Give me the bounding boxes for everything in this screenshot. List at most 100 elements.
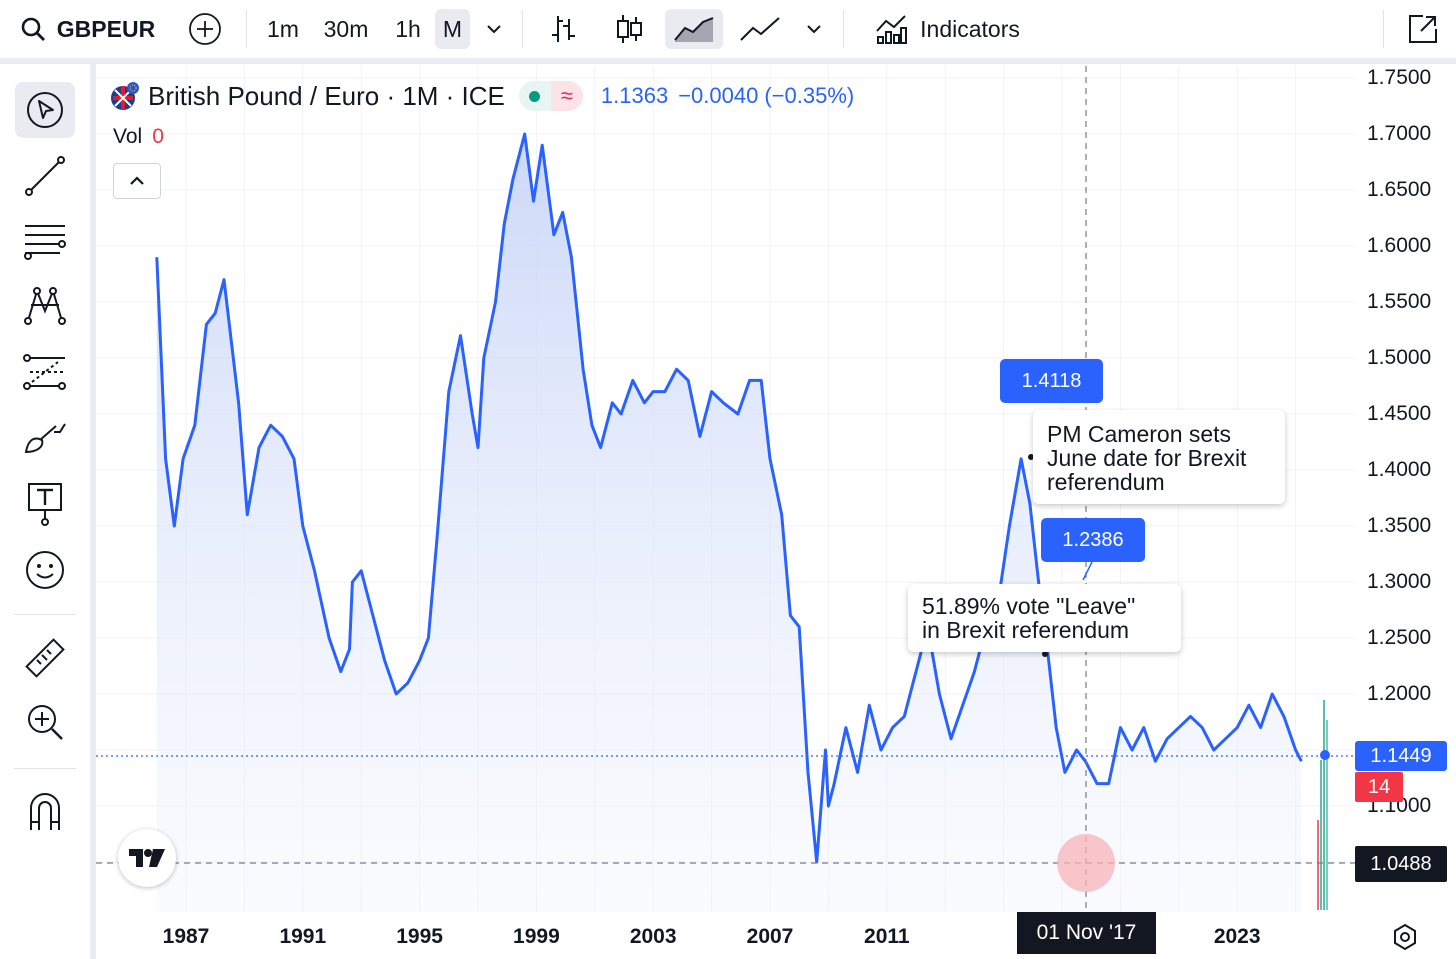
price-axis-label: 1.4500: [1367, 402, 1432, 425]
annotation-price-bubble-1[interactable]: 1.4118: [1000, 359, 1103, 403]
annotation-note-2-line: 51.89% vote "Leave": [922, 593, 1136, 619]
indicators-icon: [876, 15, 908, 44]
pattern-tool[interactable]: [15, 278, 75, 334]
fullscreen-button[interactable]: [1400, 0, 1446, 58]
time-axis-label: 1995: [396, 925, 443, 948]
interval-30m[interactable]: 30m: [323, 15, 369, 42]
bars-chart-button[interactable]: [540, 0, 586, 58]
time-axis-label: 1991: [279, 925, 327, 948]
cursor-tool[interactable]: [15, 82, 75, 138]
price-axis-label: 1.3500: [1367, 514, 1432, 537]
countdown-tag: 14: [1355, 772, 1403, 802]
line-chart-button[interactable]: [736, 0, 784, 58]
fib-tool[interactable]: [15, 214, 75, 270]
candles-icon: [617, 15, 642, 43]
trend-line-tool[interactable]: [15, 148, 75, 204]
annotation-note-2-line: in Brexit referendum: [922, 617, 1130, 643]
delayed-data-icon: ≈: [550, 81, 583, 111]
symbol-search[interactable]: GBPEUR: [12, 0, 162, 58]
last-price-dot: [1320, 750, 1330, 760]
legend-change: −0.0040: [678, 83, 759, 108]
toolbar-separator: [843, 10, 844, 48]
area-chart-button[interactable]: [665, 9, 723, 49]
chart-type-dropdown[interactable]: [798, 0, 830, 58]
annotation-note-2[interactable]: 51.89% vote "Leave" in Brexit referendum: [908, 584, 1181, 652]
zoom-in-icon: [28, 705, 63, 740]
emoji-icon: [26, 551, 64, 589]
add-symbol-icon: [189, 13, 221, 45]
price-axis-label: 1.5000: [1367, 346, 1432, 369]
brush-icon: [24, 423, 66, 454]
annotation-price-bubble-2[interactable]: 1.2386: [1041, 518, 1145, 562]
price-axis-label: 1.4000: [1367, 458, 1432, 481]
tradingview-logo[interactable]: [118, 829, 176, 887]
annotation-note-1-line: June date for Brexit: [1047, 445, 1247, 471]
crosshair-time-tag: 01 Nov '17: [1017, 912, 1156, 954]
annotation-note-1[interactable]: PM Cameron sets June date for Brexit ref…: [1033, 410, 1285, 504]
price-axis-label: 1.3000: [1367, 570, 1432, 593]
toolbar-separator: [14, 614, 76, 615]
annotation-note-1-line: PM Cameron sets: [1047, 421, 1232, 447]
chevron-down-icon: [487, 25, 501, 34]
add-symbol-button[interactable]: [183, 0, 227, 58]
annotation-anchor-2: [1042, 651, 1048, 657]
market-status-badge[interactable]: ≈: [518, 81, 583, 111]
interval-1m[interactable]: 1m: [267, 15, 299, 42]
ruler-icon: [25, 638, 65, 678]
symbol-name: GBPEUR: [56, 15, 156, 42]
price-axis-label: 1.7000: [1367, 122, 1432, 145]
legend-change-percent: (−0.35%): [764, 83, 855, 108]
text-tool[interactable]: [15, 476, 75, 532]
annotation-note-1-line: referendum: [1047, 469, 1165, 495]
toolbar-separator: [1383, 10, 1384, 48]
toolbar-separator: [522, 10, 523, 48]
interval-1h[interactable]: 1h: [395, 15, 421, 42]
flag-icon: [110, 81, 140, 111]
annotation-anchor-1: [1028, 454, 1034, 460]
search-icon: [21, 17, 45, 41]
crosshair-price-tag: 1.0488: [1355, 846, 1447, 882]
volume-label: Vol: [113, 125, 143, 148]
price-area-fill: [156, 134, 1302, 912]
emoji-tool[interactable]: [15, 542, 75, 598]
time-axis-label: 1999: [513, 925, 560, 948]
zoom-in-tool[interactable]: [15, 694, 75, 750]
settings-button[interactable]: [1390, 922, 1420, 952]
toolbar-separator: [246, 10, 247, 48]
magnet-tool[interactable]: [15, 784, 75, 840]
candles-chart-button[interactable]: [606, 0, 652, 58]
cursor-icon: [27, 92, 63, 128]
price-axis-label: 1.2500: [1367, 626, 1432, 649]
brush-tool[interactable]: [15, 410, 75, 466]
annotation-pointer-2: [1082, 561, 1093, 581]
time-axis-label: 1987: [162, 925, 210, 948]
projection-tool[interactable]: [15, 344, 75, 400]
bars-icon: [552, 16, 575, 42]
fib-icon: [24, 225, 66, 260]
time-axis-label: 2023: [1213, 925, 1261, 948]
legend-last-price: 1.1363: [600, 83, 669, 108]
indicators-button[interactable]: Indicators: [864, 0, 1030, 58]
price-axis-label: 1.6000: [1367, 234, 1432, 257]
interval-month[interactable]: M: [435, 9, 470, 49]
trend-line-icon: [25, 156, 65, 196]
line-icon: [740, 17, 780, 41]
ruler-tool[interactable]: [15, 630, 75, 686]
interval-dropdown[interactable]: [478, 0, 510, 58]
volume-bars: [1317, 700, 1328, 910]
area-icon: [674, 17, 714, 42]
projection-icon: [23, 354, 66, 390]
toolbar-separator: [14, 768, 76, 769]
last-price-tag: 1.1449: [1355, 741, 1447, 771]
price-axis-label: 1.7500: [1367, 66, 1432, 89]
crosshair-touch-dot: [1057, 834, 1115, 892]
collapse-legend-button[interactable]: [113, 163, 161, 199]
time-axis-label: 2003: [629, 925, 677, 948]
text-icon: [28, 483, 62, 526]
market-open-dot-icon: [519, 81, 551, 111]
pattern-icon: [24, 287, 66, 325]
price-axis-label: 1.5500: [1367, 290, 1432, 313]
settings-icon: [1394, 923, 1416, 951]
time-axis-label: 2011: [864, 925, 910, 948]
